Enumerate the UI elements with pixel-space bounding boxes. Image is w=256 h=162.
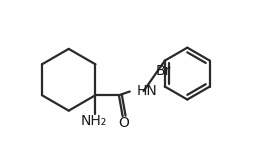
Text: O: O [119, 116, 129, 130]
Text: HN: HN [137, 84, 157, 98]
Text: Br: Br [156, 64, 171, 78]
Text: NH₂: NH₂ [81, 114, 107, 128]
